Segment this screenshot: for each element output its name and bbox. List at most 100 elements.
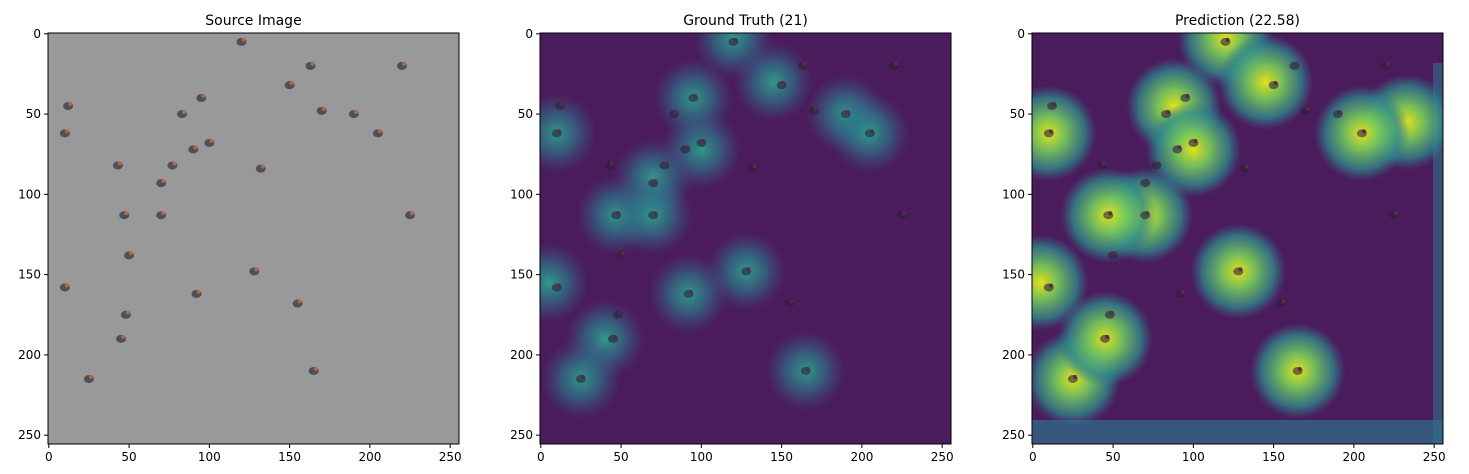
- person-head: [88, 374, 93, 379]
- x-tick-label: 100: [198, 450, 221, 464]
- person-head: [621, 251, 626, 256]
- person-head: [1193, 138, 1198, 143]
- image: [540, 33, 951, 444]
- panel-title: Prediction (22.58): [1175, 13, 1300, 29]
- x-tick-label: 150: [770, 450, 793, 464]
- x-tick-label: 0: [537, 450, 545, 464]
- person-head: [1361, 129, 1366, 134]
- person-head: [1273, 81, 1278, 86]
- y-tick-label: 150: [18, 268, 41, 282]
- panel-title: Source Image: [205, 13, 301, 29]
- person-head: [805, 366, 810, 371]
- person-head: [209, 138, 214, 143]
- y-tick-label: 250: [1002, 428, 1025, 442]
- person-head: [129, 251, 134, 256]
- x-tick-label: 50: [121, 450, 136, 464]
- person-head: [1305, 106, 1310, 111]
- person-head: [616, 211, 621, 216]
- person-head: [193, 145, 198, 150]
- density-blob: [733, 41, 814, 122]
- axes-frame: [47, 32, 460, 445]
- person-head: [560, 102, 565, 107]
- person-head: [869, 129, 874, 134]
- person-head: [1185, 94, 1190, 99]
- y-tick-label: 0: [1017, 27, 1025, 41]
- person-head: [664, 161, 669, 166]
- person-head: [321, 106, 326, 111]
- x-tick-label: 100: [690, 450, 713, 464]
- person-head: [1337, 110, 1342, 115]
- image: [48, 33, 459, 444]
- person-head: [746, 267, 751, 272]
- person-head: [1394, 211, 1399, 216]
- y-tick-label: 50: [26, 107, 41, 121]
- person-head: [241, 37, 246, 42]
- person-head: [289, 81, 294, 86]
- image: [1032, 33, 1443, 444]
- person-head: [1113, 251, 1118, 256]
- panel: Prediction (22.58) 0 50 100 150 200 250 0 50 100 1…: [1002, 13, 1446, 464]
- y-tick-label: 100: [510, 187, 533, 201]
- person-head: [685, 145, 690, 150]
- x-tick-label: 200: [358, 450, 381, 464]
- y-tick-label: 50: [1010, 107, 1025, 121]
- person-head: [845, 110, 850, 115]
- y-tick-label: 250: [18, 428, 41, 442]
- x-tick-label: 50: [1105, 450, 1120, 464]
- person-head: [254, 267, 259, 272]
- person-head: [1244, 164, 1249, 169]
- person-head: [201, 94, 206, 99]
- y-tick-label: 0: [525, 27, 533, 41]
- person-head: [733, 37, 738, 42]
- person-head: [617, 310, 622, 315]
- person-head: [1297, 366, 1302, 371]
- person-head: [653, 179, 658, 184]
- x-tick-label: 0: [45, 450, 53, 464]
- axes-frame: [539, 32, 952, 445]
- edge-band: [1433, 63, 1443, 444]
- density-blob: [540, 242, 589, 323]
- person-head: [161, 179, 166, 184]
- x-tick-label: 100: [1182, 450, 1205, 464]
- x-tick-label: 200: [1342, 450, 1365, 464]
- person-head: [752, 164, 757, 169]
- person-head: [117, 161, 122, 166]
- person-head: [68, 102, 73, 107]
- person-head: [556, 129, 561, 134]
- person-head: [1294, 61, 1299, 66]
- person-head: [693, 94, 698, 99]
- person-head: [1108, 211, 1113, 216]
- person-head: [353, 110, 358, 115]
- y-tick-label: 100: [1002, 187, 1025, 201]
- image-background: [48, 33, 459, 444]
- x-tick-label: 250: [931, 450, 954, 464]
- person-head: [894, 61, 899, 66]
- person-head: [1156, 161, 1161, 166]
- density-blob: [1145, 101, 1242, 198]
- person-head: [1109, 310, 1114, 315]
- y-tick-label: 250: [510, 428, 533, 442]
- x-tick-label: 250: [1423, 450, 1446, 464]
- person-head: [182, 110, 187, 115]
- person-head: [813, 106, 818, 111]
- x-tick-label: 200: [850, 450, 873, 464]
- panel-title: Ground Truth (21): [683, 13, 808, 29]
- person-head: [674, 110, 679, 115]
- person-head: [1052, 102, 1057, 107]
- person-head: [124, 211, 129, 216]
- person-head: [1180, 289, 1185, 294]
- person-head: [196, 289, 201, 294]
- person-head: [688, 289, 693, 294]
- person-head: [121, 334, 126, 339]
- person-head: [1166, 110, 1171, 115]
- person-head: [125, 310, 130, 315]
- person-head: [1101, 161, 1106, 166]
- density-blob: [1217, 33, 1314, 130]
- person-head: [1386, 61, 1391, 66]
- y-tick-label: 200: [18, 348, 41, 362]
- person-head: [1281, 299, 1286, 304]
- y-tick-label: 150: [1002, 268, 1025, 282]
- y-tick-label: 200: [1002, 348, 1025, 362]
- panel: Source Image 0 50 100 150 200 250 0 50 100 150 200 2…: [18, 13, 462, 464]
- person-head: [64, 129, 69, 134]
